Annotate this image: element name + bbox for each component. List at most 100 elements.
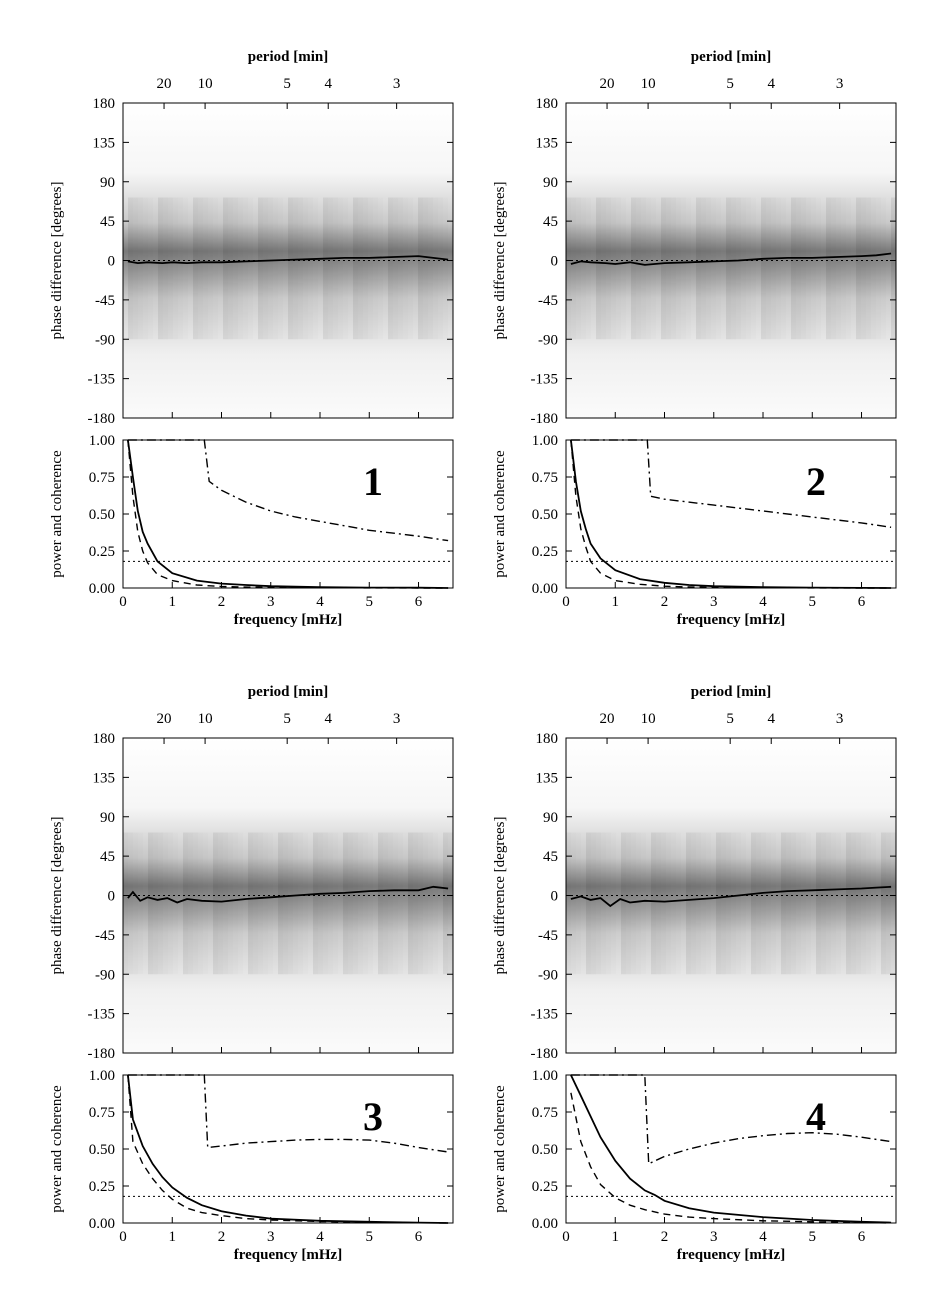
phase-density-streak xyxy=(676,833,681,975)
phase-density-streak xyxy=(248,832,253,975)
period-axis-label: period [min] xyxy=(248,49,328,65)
period-tick-label: 4 xyxy=(767,711,775,727)
period-tick-label: 3 xyxy=(836,76,844,92)
phase-density-streak xyxy=(796,833,801,975)
phase-density-streak xyxy=(831,833,836,975)
phase-density-streak xyxy=(751,198,756,340)
phase-density-streak xyxy=(288,832,293,975)
phase-density-streak xyxy=(726,197,731,340)
phase-density-streak xyxy=(876,198,881,340)
phase-density-streak xyxy=(143,833,148,975)
power-xtick-label: 0 xyxy=(562,594,570,610)
phase-density-streak xyxy=(168,833,173,975)
phase-density-streak xyxy=(223,197,228,340)
period-tick-label: 5 xyxy=(283,711,291,727)
phase-density-streak xyxy=(388,832,393,975)
power-xtick-label: 2 xyxy=(661,1229,669,1245)
power-series-dashdot xyxy=(570,439,892,528)
phase-density-streak xyxy=(153,198,158,340)
phase-density-streak xyxy=(746,833,751,975)
phase-density-streak xyxy=(871,833,876,975)
phase-density-streak xyxy=(686,832,691,975)
phase-density-streak xyxy=(283,198,288,340)
phase-density-streak xyxy=(571,833,576,975)
phase-density-streak xyxy=(746,198,751,340)
phase-ytick-label: 0 xyxy=(108,254,116,270)
phase-density-streak xyxy=(816,198,821,340)
phase-density-streak xyxy=(711,833,716,975)
phase-density-streak xyxy=(691,198,696,340)
phase-density-streak xyxy=(323,832,328,975)
phase-density-streak xyxy=(801,833,806,975)
phase-density-streak xyxy=(353,197,358,340)
phase-density-streak xyxy=(576,833,581,975)
phase-density-streak xyxy=(408,832,413,975)
phase-density-streak xyxy=(641,197,646,340)
phase-density-streak xyxy=(881,198,886,340)
phase-density-streak xyxy=(826,197,831,340)
period-axis-label: period [min] xyxy=(248,684,328,700)
phase-density-streak xyxy=(751,832,756,975)
power-ytick-label: 0.50 xyxy=(532,1142,558,1158)
phase-density-streak xyxy=(443,198,448,340)
phase-density-streak xyxy=(851,198,856,340)
power-plot-frame xyxy=(122,1074,454,1224)
phase-density-streak xyxy=(596,832,601,975)
phase-density-streak xyxy=(701,833,706,975)
period-tick-label: 20 xyxy=(157,76,172,92)
power-series-dashed xyxy=(127,1074,449,1224)
phase-density-streak xyxy=(433,198,438,340)
period-tick-label: 10 xyxy=(198,711,213,727)
phase-density-streak xyxy=(378,832,383,975)
phase-density-streak xyxy=(661,832,666,975)
phase-density-streak xyxy=(841,198,846,340)
phase-density-streak xyxy=(368,198,373,340)
power-ytick-label: 0.25 xyxy=(89,544,115,560)
phase-density-streak xyxy=(876,833,881,975)
phase-density-streak xyxy=(616,198,621,340)
power-ytick-label: 1.00 xyxy=(89,433,115,449)
phase-density-streak xyxy=(353,832,358,975)
period-axis-label: period [min] xyxy=(691,49,771,65)
phase-density-streak xyxy=(313,832,318,975)
power-plot-frame xyxy=(122,439,454,589)
phase-density-streak xyxy=(308,198,313,340)
phase-density-streak xyxy=(373,198,378,340)
phase-density-streak xyxy=(871,198,876,340)
phase-ytick-label: -135 xyxy=(88,1007,116,1023)
power-series-dashdot xyxy=(127,439,449,542)
phase-density-streak xyxy=(706,833,711,975)
phase-ytick-label: -90 xyxy=(538,967,558,983)
period-tick-label: 20 xyxy=(600,76,615,92)
phase-density-streak xyxy=(248,198,253,340)
phase-density-streak xyxy=(626,832,631,975)
phase-density-streak xyxy=(736,833,741,975)
phase-density-streak xyxy=(428,833,433,975)
power-xtick-label: 2 xyxy=(218,1229,226,1245)
phase-ytick-label: 180 xyxy=(93,96,116,112)
phase-density-streak xyxy=(601,833,606,975)
power-xtick-label: 2 xyxy=(218,594,226,610)
phase-density-streak xyxy=(288,197,293,340)
power-xtick-label: 6 xyxy=(415,594,423,610)
phase-density-streak xyxy=(138,833,143,975)
power-series-dashdot xyxy=(570,1074,892,1165)
phase-density-streak xyxy=(826,832,831,975)
phase-density-streak xyxy=(886,832,891,975)
phase-density-streak xyxy=(448,832,453,975)
period-tick-label: 3 xyxy=(836,711,844,727)
phase-density-streak xyxy=(701,197,706,340)
phase-density-streak xyxy=(238,833,243,975)
phase-density-streak xyxy=(596,197,601,340)
phase-density-streak xyxy=(756,198,761,340)
power-xtick-label: 5 xyxy=(809,594,817,610)
power-xtick-label: 1 xyxy=(612,594,620,610)
phase-density-streak xyxy=(856,832,861,975)
phase-mean-line xyxy=(127,885,449,904)
phase-ytick-label: 0 xyxy=(108,889,116,905)
phase-ytick-label: 135 xyxy=(536,770,559,786)
phase-ytick-label: 90 xyxy=(543,175,558,191)
